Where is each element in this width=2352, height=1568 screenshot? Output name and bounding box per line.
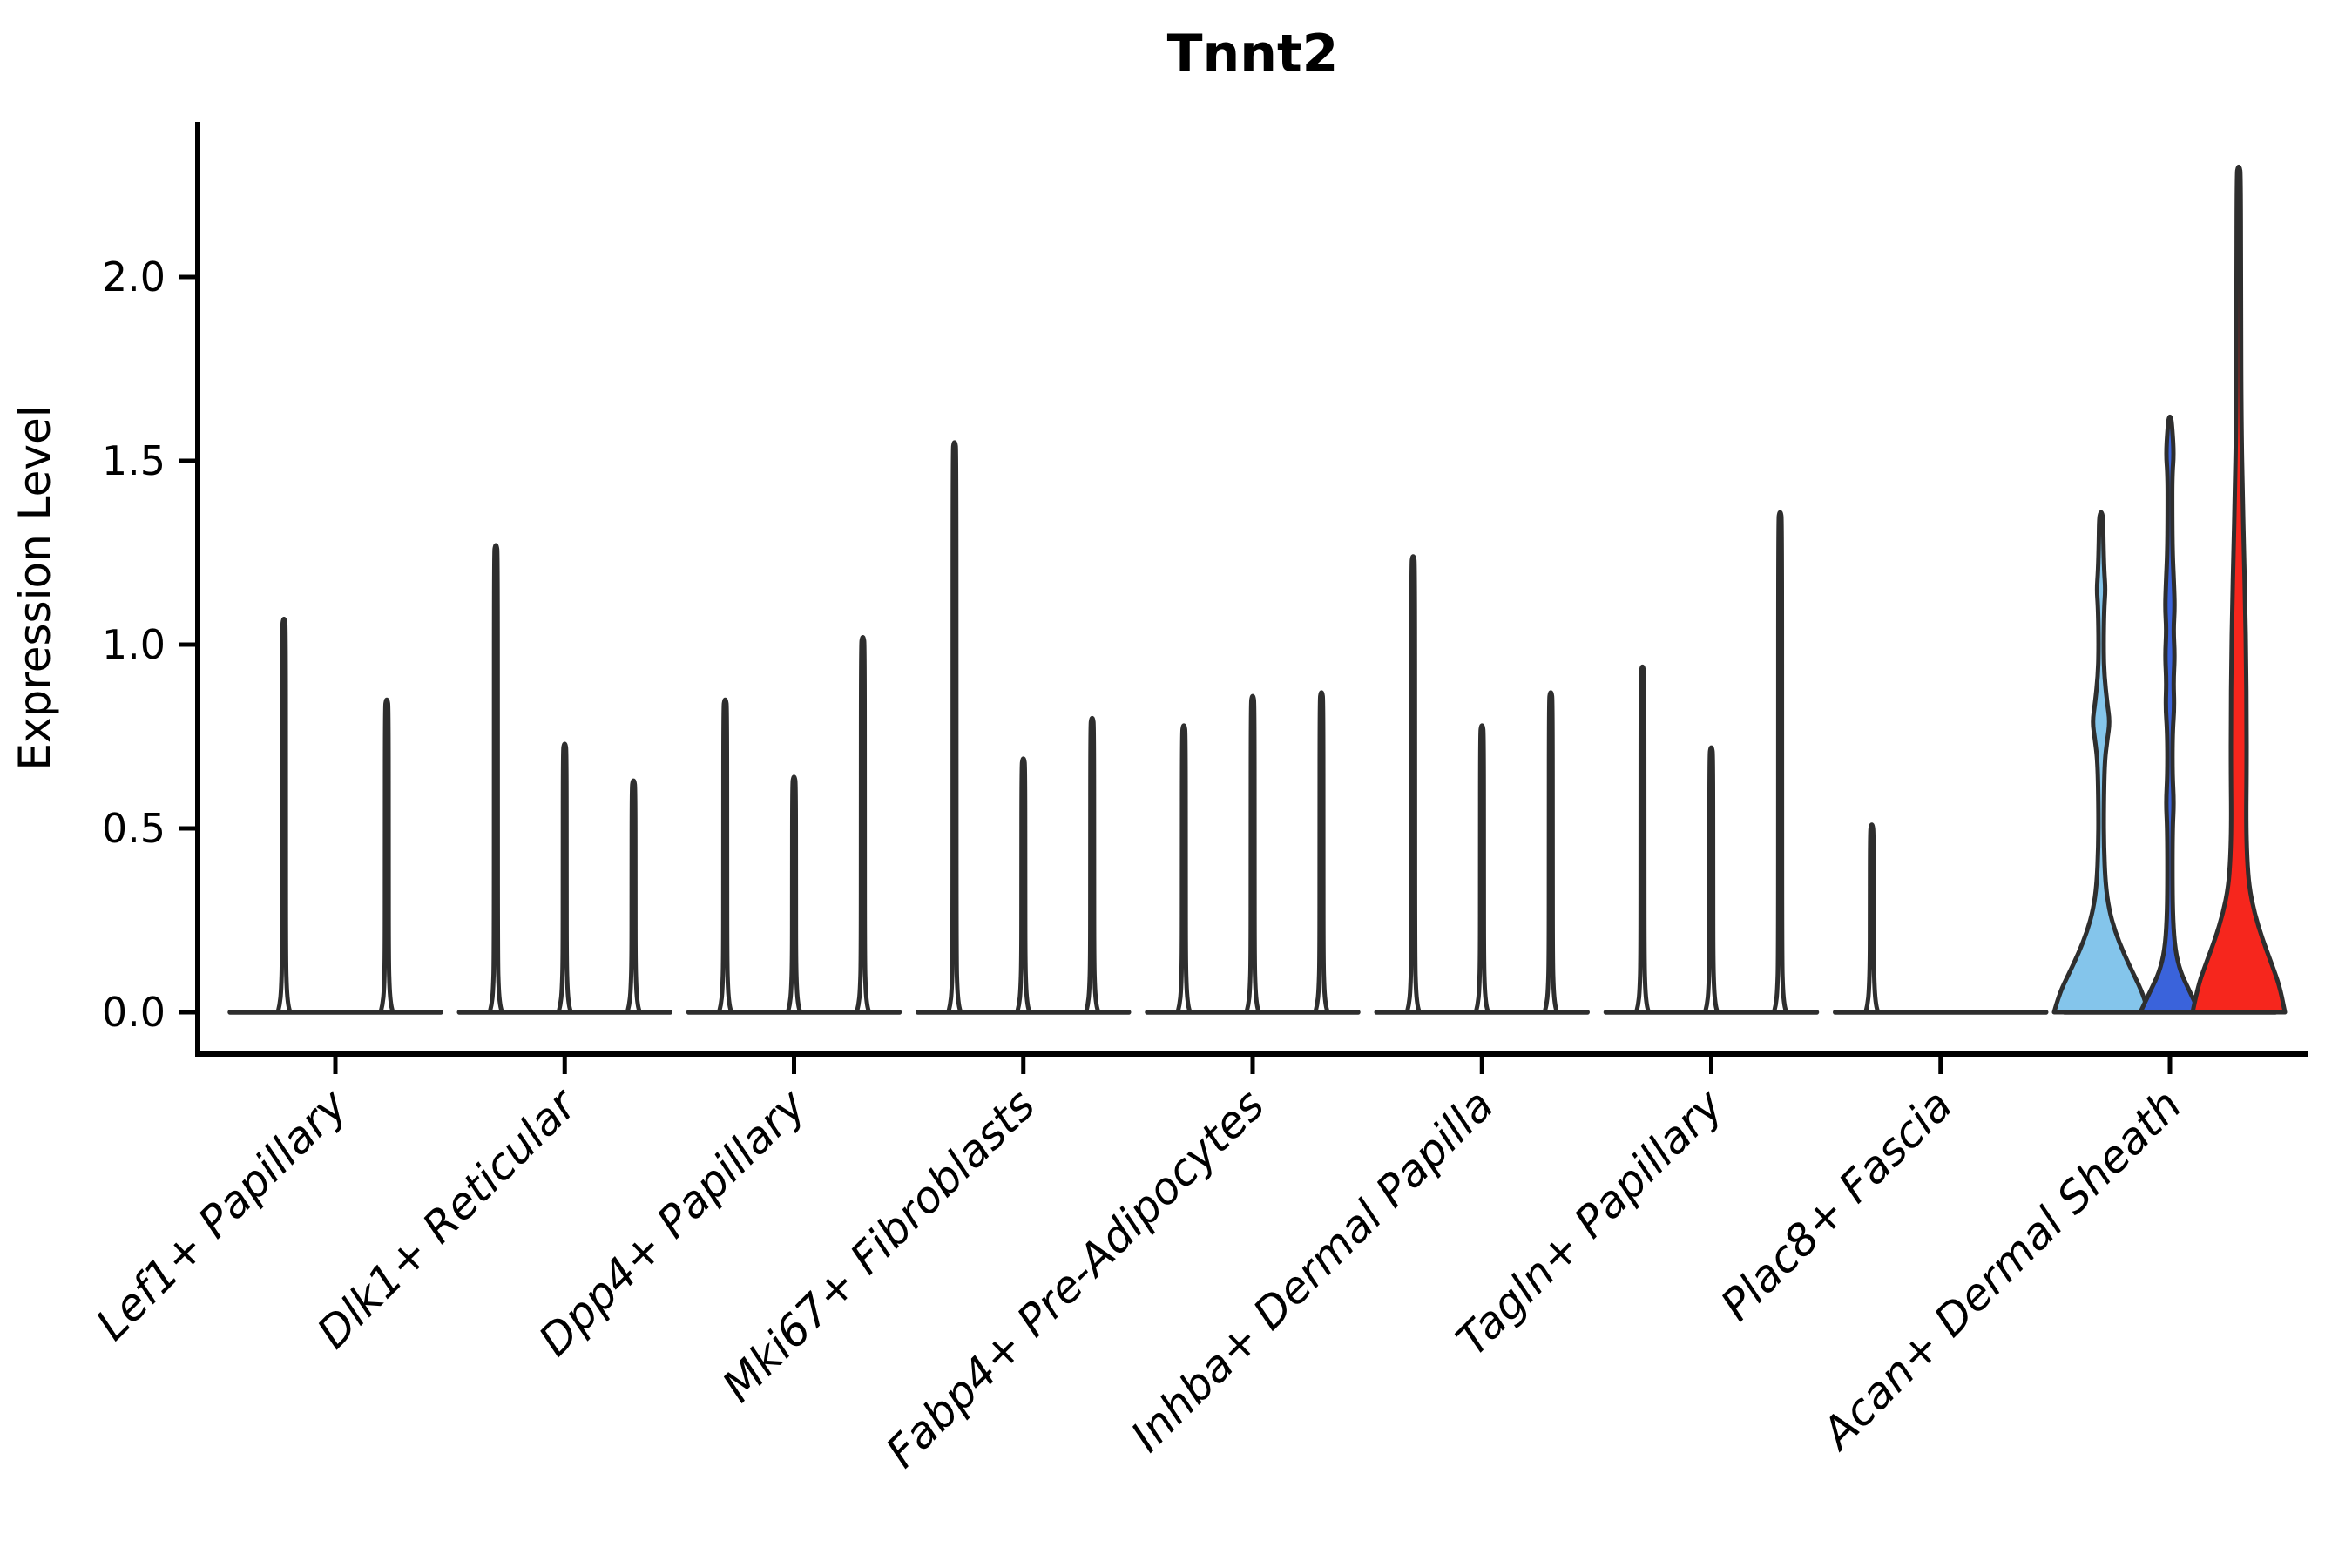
violin <box>1703 745 1720 1015</box>
y-tick-label: 2.0 <box>102 253 166 301</box>
x-tick-label: Plac8+ Fascia <box>1711 1079 1962 1330</box>
violin <box>1084 715 1101 1015</box>
violin <box>1863 822 1881 1015</box>
x-tick-label: Lef1+ Papillary <box>86 1078 357 1349</box>
violin <box>275 616 293 1015</box>
violin <box>2190 164 2288 1015</box>
y-tick-label: 0.5 <box>102 805 166 852</box>
x-tick-label: Inhba+ Dermal Papilla <box>1121 1079 1503 1461</box>
violin <box>1634 664 1651 1015</box>
violin <box>1772 510 1788 1015</box>
violin <box>487 543 504 1015</box>
violin <box>1015 756 1032 1015</box>
violin <box>2051 510 2151 1015</box>
y-tick-label: 1.5 <box>102 437 166 484</box>
violin <box>625 778 642 1015</box>
y-tick-label: 1.0 <box>102 621 166 668</box>
chart-title: Tnnt2 <box>1167 24 1339 84</box>
violin <box>786 774 802 1015</box>
violin <box>1313 690 1330 1015</box>
y-axis-label: Expression Level <box>10 405 60 770</box>
violin <box>1473 723 1490 1015</box>
violin <box>1175 723 1193 1015</box>
violin <box>378 697 395 1015</box>
violin <box>717 697 733 1015</box>
y-tick-label: 0.0 <box>102 989 166 1036</box>
violin <box>556 741 573 1015</box>
violin <box>855 635 871 1015</box>
violin <box>1404 554 1422 1015</box>
x-tick-label: Acan+ Dermal Sheath <box>1811 1079 2192 1460</box>
x-tick-label: Fabp4+ Pre-Adipocytes <box>876 1079 1274 1477</box>
violin <box>2138 414 2202 1015</box>
violin <box>1244 693 1261 1015</box>
violin <box>1542 690 1559 1015</box>
violin <box>946 440 963 1015</box>
